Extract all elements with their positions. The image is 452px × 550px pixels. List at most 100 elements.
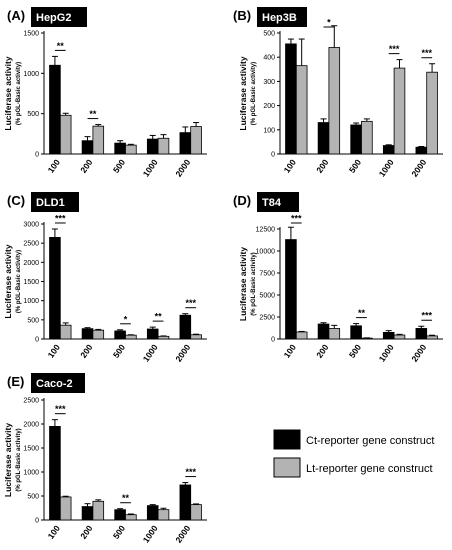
- x-tick-label: 500: [111, 342, 127, 360]
- bar-lt: [59, 114, 72, 155]
- bar-lt: [190, 126, 202, 155]
- panel-title: DLD1: [36, 197, 65, 209]
- y-tick-label: 500: [263, 31, 275, 38]
- bar-lt: [190, 334, 202, 340]
- bar-ct: [382, 331, 395, 340]
- x-tick-label: 100: [282, 157, 298, 175]
- legend-label-lt: Lt-reporter gene construct: [306, 463, 433, 475]
- bar-lt: [92, 329, 105, 340]
- panel-title-box: [31, 7, 87, 27]
- y-tick-label: 400: [263, 55, 275, 62]
- bar-lt: [125, 334, 137, 340]
- y-axis-sublabel: (% pGL-Basic activity): [16, 250, 22, 313]
- bar-ct: [285, 239, 297, 340]
- y-tick-label: 0: [35, 152, 39, 159]
- panel-letter: (D): [233, 193, 251, 208]
- significance-marker: ***: [55, 213, 66, 223]
- bar-ct: [114, 142, 126, 155]
- y-tick-label: 7500: [259, 271, 275, 278]
- bar-lt: [190, 504, 202, 521]
- significance-marker: **: [122, 493, 130, 503]
- bar-ct: [81, 140, 94, 155]
- x-tick-label: 1000: [141, 157, 160, 178]
- significance-marker: ***: [389, 44, 400, 54]
- y-tick-label: 3000: [23, 222, 39, 229]
- y-axis-label: Luciferase activity: [238, 247, 248, 321]
- panel-title-box: [31, 192, 79, 212]
- y-tick-label: 1000: [23, 71, 39, 78]
- x-tick-label: 100: [282, 342, 298, 360]
- significance-marker: **: [89, 109, 97, 119]
- bar-lt: [59, 324, 72, 340]
- legend-label-ct: Ct-reporter gene construct: [306, 435, 434, 447]
- x-tick-label: 100: [46, 342, 62, 360]
- y-tick-label: 2500: [23, 398, 39, 405]
- y-tick-label: 300: [263, 79, 275, 86]
- bar-ct: [285, 43, 297, 155]
- x-tick-label: 500: [111, 523, 127, 541]
- bar-ct: [146, 328, 159, 340]
- y-axis-sublabel: (% pGL-Basic activity): [16, 428, 22, 491]
- y-tick-label: 500: [27, 494, 39, 501]
- x-tick-label: 200: [78, 523, 94, 541]
- chart-panel: (A) HepG2 Luciferase activity (% pGL-Basic …: [3, 7, 207, 179]
- x-tick-label: 100: [46, 523, 62, 541]
- y-tick-label: 1500: [23, 31, 39, 38]
- y-tick-label: 0: [271, 152, 275, 159]
- y-tick-label: 2500: [23, 241, 39, 248]
- significance-marker: ***: [291, 214, 302, 224]
- y-tick-label: 1500: [23, 446, 39, 453]
- bar-ct: [382, 145, 395, 155]
- bar-lt: [328, 328, 341, 340]
- significance-marker: ***: [421, 48, 432, 58]
- y-tick-label: 500: [27, 317, 39, 324]
- x-tick-label: 2000: [173, 342, 192, 363]
- panel-letter: (C): [7, 193, 25, 208]
- y-tick-label: 0: [35, 337, 39, 344]
- x-tick-label: 2000: [409, 157, 428, 178]
- x-tick-label: 2000: [409, 342, 428, 363]
- y-tick-label: 0: [271, 337, 275, 344]
- bar-lt: [295, 331, 308, 340]
- y-tick-label: 2000: [23, 260, 39, 267]
- y-tick-label: 1000: [23, 470, 39, 477]
- y-tick-label: 1500: [23, 279, 39, 286]
- bar-ct: [317, 323, 330, 340]
- bar-lt: [328, 47, 341, 155]
- bar-ct: [317, 122, 330, 155]
- panel-letter: (E): [7, 374, 24, 389]
- panel-title-box: [257, 192, 299, 212]
- significance-marker: ***: [421, 311, 432, 321]
- bar-lt: [125, 514, 137, 521]
- y-tick-label: 5000: [259, 293, 275, 300]
- legend: Ct-reporter gene construct Lt-reporter g…: [273, 429, 434, 478]
- significance-marker: *: [124, 314, 128, 324]
- x-tick-label: 500: [111, 157, 127, 175]
- x-tick-label: 500: [347, 157, 363, 175]
- chart-panel: (D) T84 Luciferase activity (% pGL-Basic ac…: [233, 192, 443, 364]
- x-tick-label: 1000: [141, 342, 160, 363]
- panel-title-box: [257, 7, 307, 27]
- bar-ct: [146, 138, 159, 155]
- bar-ct: [415, 328, 428, 340]
- y-axis-label: Luciferase activity: [3, 244, 13, 318]
- x-tick-label: 200: [314, 157, 330, 175]
- y-tick-label: 0: [35, 518, 39, 525]
- bar-ct: [49, 237, 61, 340]
- panel-letter: (B): [233, 8, 251, 23]
- x-tick-label: 500: [347, 342, 363, 360]
- significance-marker: ***: [185, 298, 196, 308]
- bar-lt: [157, 335, 170, 340]
- significance-marker: ***: [55, 404, 66, 414]
- bar-lt: [393, 67, 406, 155]
- panel-title: Caco-2: [36, 378, 73, 390]
- panel-letter: (A): [7, 8, 25, 23]
- panel-title-box: [31, 373, 85, 393]
- y-axis-label: Luciferase activity: [3, 423, 13, 497]
- bar-lt: [125, 144, 137, 155]
- y-tick-label: 100: [263, 127, 275, 134]
- x-tick-label: 2000: [173, 157, 192, 178]
- chart-panel: (C) DLD1 Luciferase activity (% pGL-Basic a…: [3, 192, 207, 364]
- bar-ct: [350, 124, 362, 155]
